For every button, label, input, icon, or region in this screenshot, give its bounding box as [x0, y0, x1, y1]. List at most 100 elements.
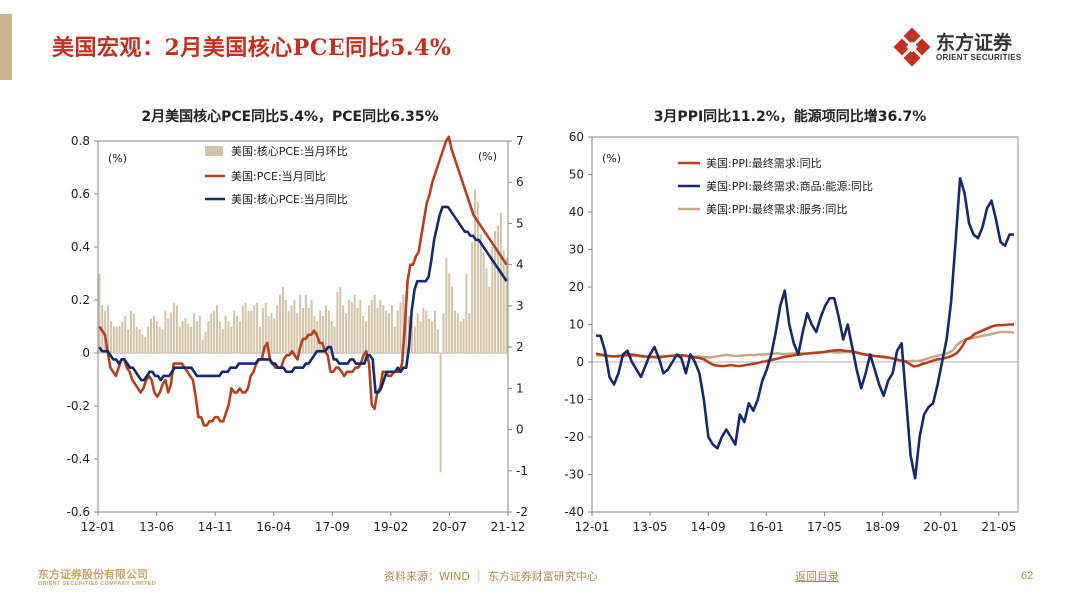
- core-pce-mom-bar: [445, 257, 448, 353]
- core-pce-mom-bar: [299, 294, 302, 353]
- y-right-tick-label: 5: [516, 216, 524, 230]
- plot-frame: [97, 140, 509, 513]
- pce-yoy-line: [98, 135, 508, 427]
- core-pce-mom-bar: [276, 305, 279, 353]
- core-pce-mom-bar: [465, 273, 468, 353]
- core-pce-mom-bar: [416, 313, 419, 353]
- core-pce-mom-bar: [236, 315, 239, 353]
- core-pce-mom-bar: [264, 302, 267, 353]
- x-tick-label: 14-11: [198, 520, 233, 534]
- y-right-tick-label: 3: [516, 299, 524, 313]
- diamond-logo-icon: [893, 28, 931, 67]
- core-pce-mom-bar: [485, 268, 488, 353]
- y-tick-label: 0: [576, 355, 584, 369]
- core-pce-mom-bar: [410, 321, 413, 353]
- core-pce-mom-bar: [468, 313, 471, 353]
- ppi-final-demand-line: [595, 323, 1014, 368]
- core-pce-mom-bar: [319, 310, 322, 353]
- core-pce-mom-bar: [204, 331, 207, 353]
- core-pce-mom-bar: [261, 307, 264, 353]
- y-right-tick-label: -1: [516, 464, 528, 478]
- y-tick-label: -10: [564, 393, 584, 407]
- y-right-tick-label: 6: [516, 175, 524, 189]
- company-logo: 东方证券 ORIENT SECURITIES: [892, 26, 1052, 70]
- core-pce-mom-bar: [425, 310, 428, 353]
- y-unit: (%): [602, 152, 621, 165]
- y-right-tick-label: 7: [516, 134, 524, 148]
- core-pce-mom-bar: [376, 307, 379, 353]
- core-pce-mom-bar: [327, 310, 330, 353]
- core-pce-mom-bar: [227, 321, 230, 353]
- core-pce-mom-bar: [104, 310, 107, 353]
- core-pce-mom-bar: [253, 305, 256, 353]
- core-pce-mom-bar: [496, 225, 499, 353]
- core-pce-mom-bar: [379, 300, 382, 353]
- x-tick-label: 21-05: [981, 520, 1016, 534]
- y-tick-label: 30: [569, 243, 584, 257]
- core-pce-mom-bar: [393, 326, 396, 353]
- y-right-tick-label: 2: [516, 340, 524, 354]
- core-pce-mom-bar: [290, 305, 293, 353]
- core-pce-mom-bar: [215, 305, 218, 353]
- core-pce-mom-bar: [413, 326, 416, 353]
- y-left-unit: (%): [108, 152, 127, 165]
- core-pce-mom-bar: [336, 292, 339, 353]
- x-tick-label: 12-01: [81, 520, 116, 534]
- core-pce-mom-bar: [172, 302, 175, 353]
- back-to-contents-link[interactable]: 返回目录: [795, 570, 839, 583]
- core-pce-mom-bar: [141, 334, 144, 353]
- core-pce-mom-bar: [451, 286, 454, 353]
- core-pce-mom-bar: [161, 329, 164, 353]
- core-pce-mom-bar: [322, 315, 325, 353]
- core-pce-mom-bar: [482, 252, 485, 353]
- core-pce-mom-bar: [373, 294, 376, 353]
- chart2-title: 3月PPI同比11.2%，能源项同比增36.7%: [653, 109, 927, 125]
- core-pce-mom-bar: [247, 310, 250, 353]
- core-pce-mom-bar: [184, 318, 187, 353]
- core-pce-mom-bar: [453, 310, 456, 353]
- core-pce-mom-bar: [505, 257, 508, 353]
- core-pce-mom-bar: [310, 300, 313, 353]
- core-pce-mom-bar: [221, 329, 224, 353]
- y-right-tick-label: 0: [516, 423, 524, 437]
- core-pce-mom-bar: [238, 321, 241, 353]
- core-pce-mom-bar: [118, 326, 121, 353]
- core-pce-yoy-line: [98, 205, 508, 394]
- y-right-unit: (%): [478, 150, 497, 163]
- core-pce-mom-bar: [405, 310, 408, 353]
- core-pce-mom-bar: [502, 249, 505, 353]
- y-right-tick-label: 1: [516, 381, 524, 395]
- x-tick-label: 13-05: [633, 520, 668, 534]
- core-pce-mom-bar: [359, 300, 362, 353]
- footer-company-name-en: ORIENT SECURITIES COMPANY LIMITED: [38, 581, 156, 587]
- y-tick-label: -30: [564, 468, 584, 482]
- core-pce-mom-bar: [385, 310, 388, 353]
- core-pce-mom-bar: [324, 305, 327, 353]
- accent-bar: [0, 14, 12, 80]
- core-pce-mom-bar: [356, 307, 359, 353]
- page-number: 62: [1021, 570, 1034, 582]
- y-tick-label: 60: [569, 130, 584, 144]
- chart-pce: 0.8 0.6 0.4 0.2 0 -0.2 -0.4 -0.6 7 6 5 4 3 2 1 0 -1 -2 12-…: [67, 134, 528, 534]
- core-pce-mom-bar: [367, 305, 370, 353]
- core-pce-mom-bar: [370, 300, 373, 353]
- core-pce-mom-bar: [132, 313, 135, 353]
- core-pce-mom-bar: [474, 188, 477, 353]
- core-pce-mom-bar: [347, 300, 350, 353]
- footer-company-name: 东方证券股份有限公司: [38, 568, 148, 581]
- core-pce-mom-bar: [187, 323, 190, 353]
- core-pce-mom-bar: [488, 286, 491, 353]
- y-left-tick-label: 0.4: [71, 240, 90, 254]
- core-pce-mom-bar: [241, 305, 244, 353]
- logo-text-en: ORIENT SECURITIES: [936, 53, 1022, 62]
- core-pce-mom-bar: [170, 313, 173, 353]
- core-pce-mom-bar: [121, 321, 124, 353]
- core-pce-mom-bar: [138, 329, 141, 353]
- core-pce-mom-bar: [112, 326, 115, 353]
- core-pce-mom-bar: [152, 315, 155, 353]
- core-pce-mom-bar: [439, 353, 442, 473]
- core-pce-mom-bar: [402, 294, 405, 353]
- core-pce-mom-bar: [135, 326, 138, 353]
- core-pce-mom-bar: [181, 321, 184, 353]
